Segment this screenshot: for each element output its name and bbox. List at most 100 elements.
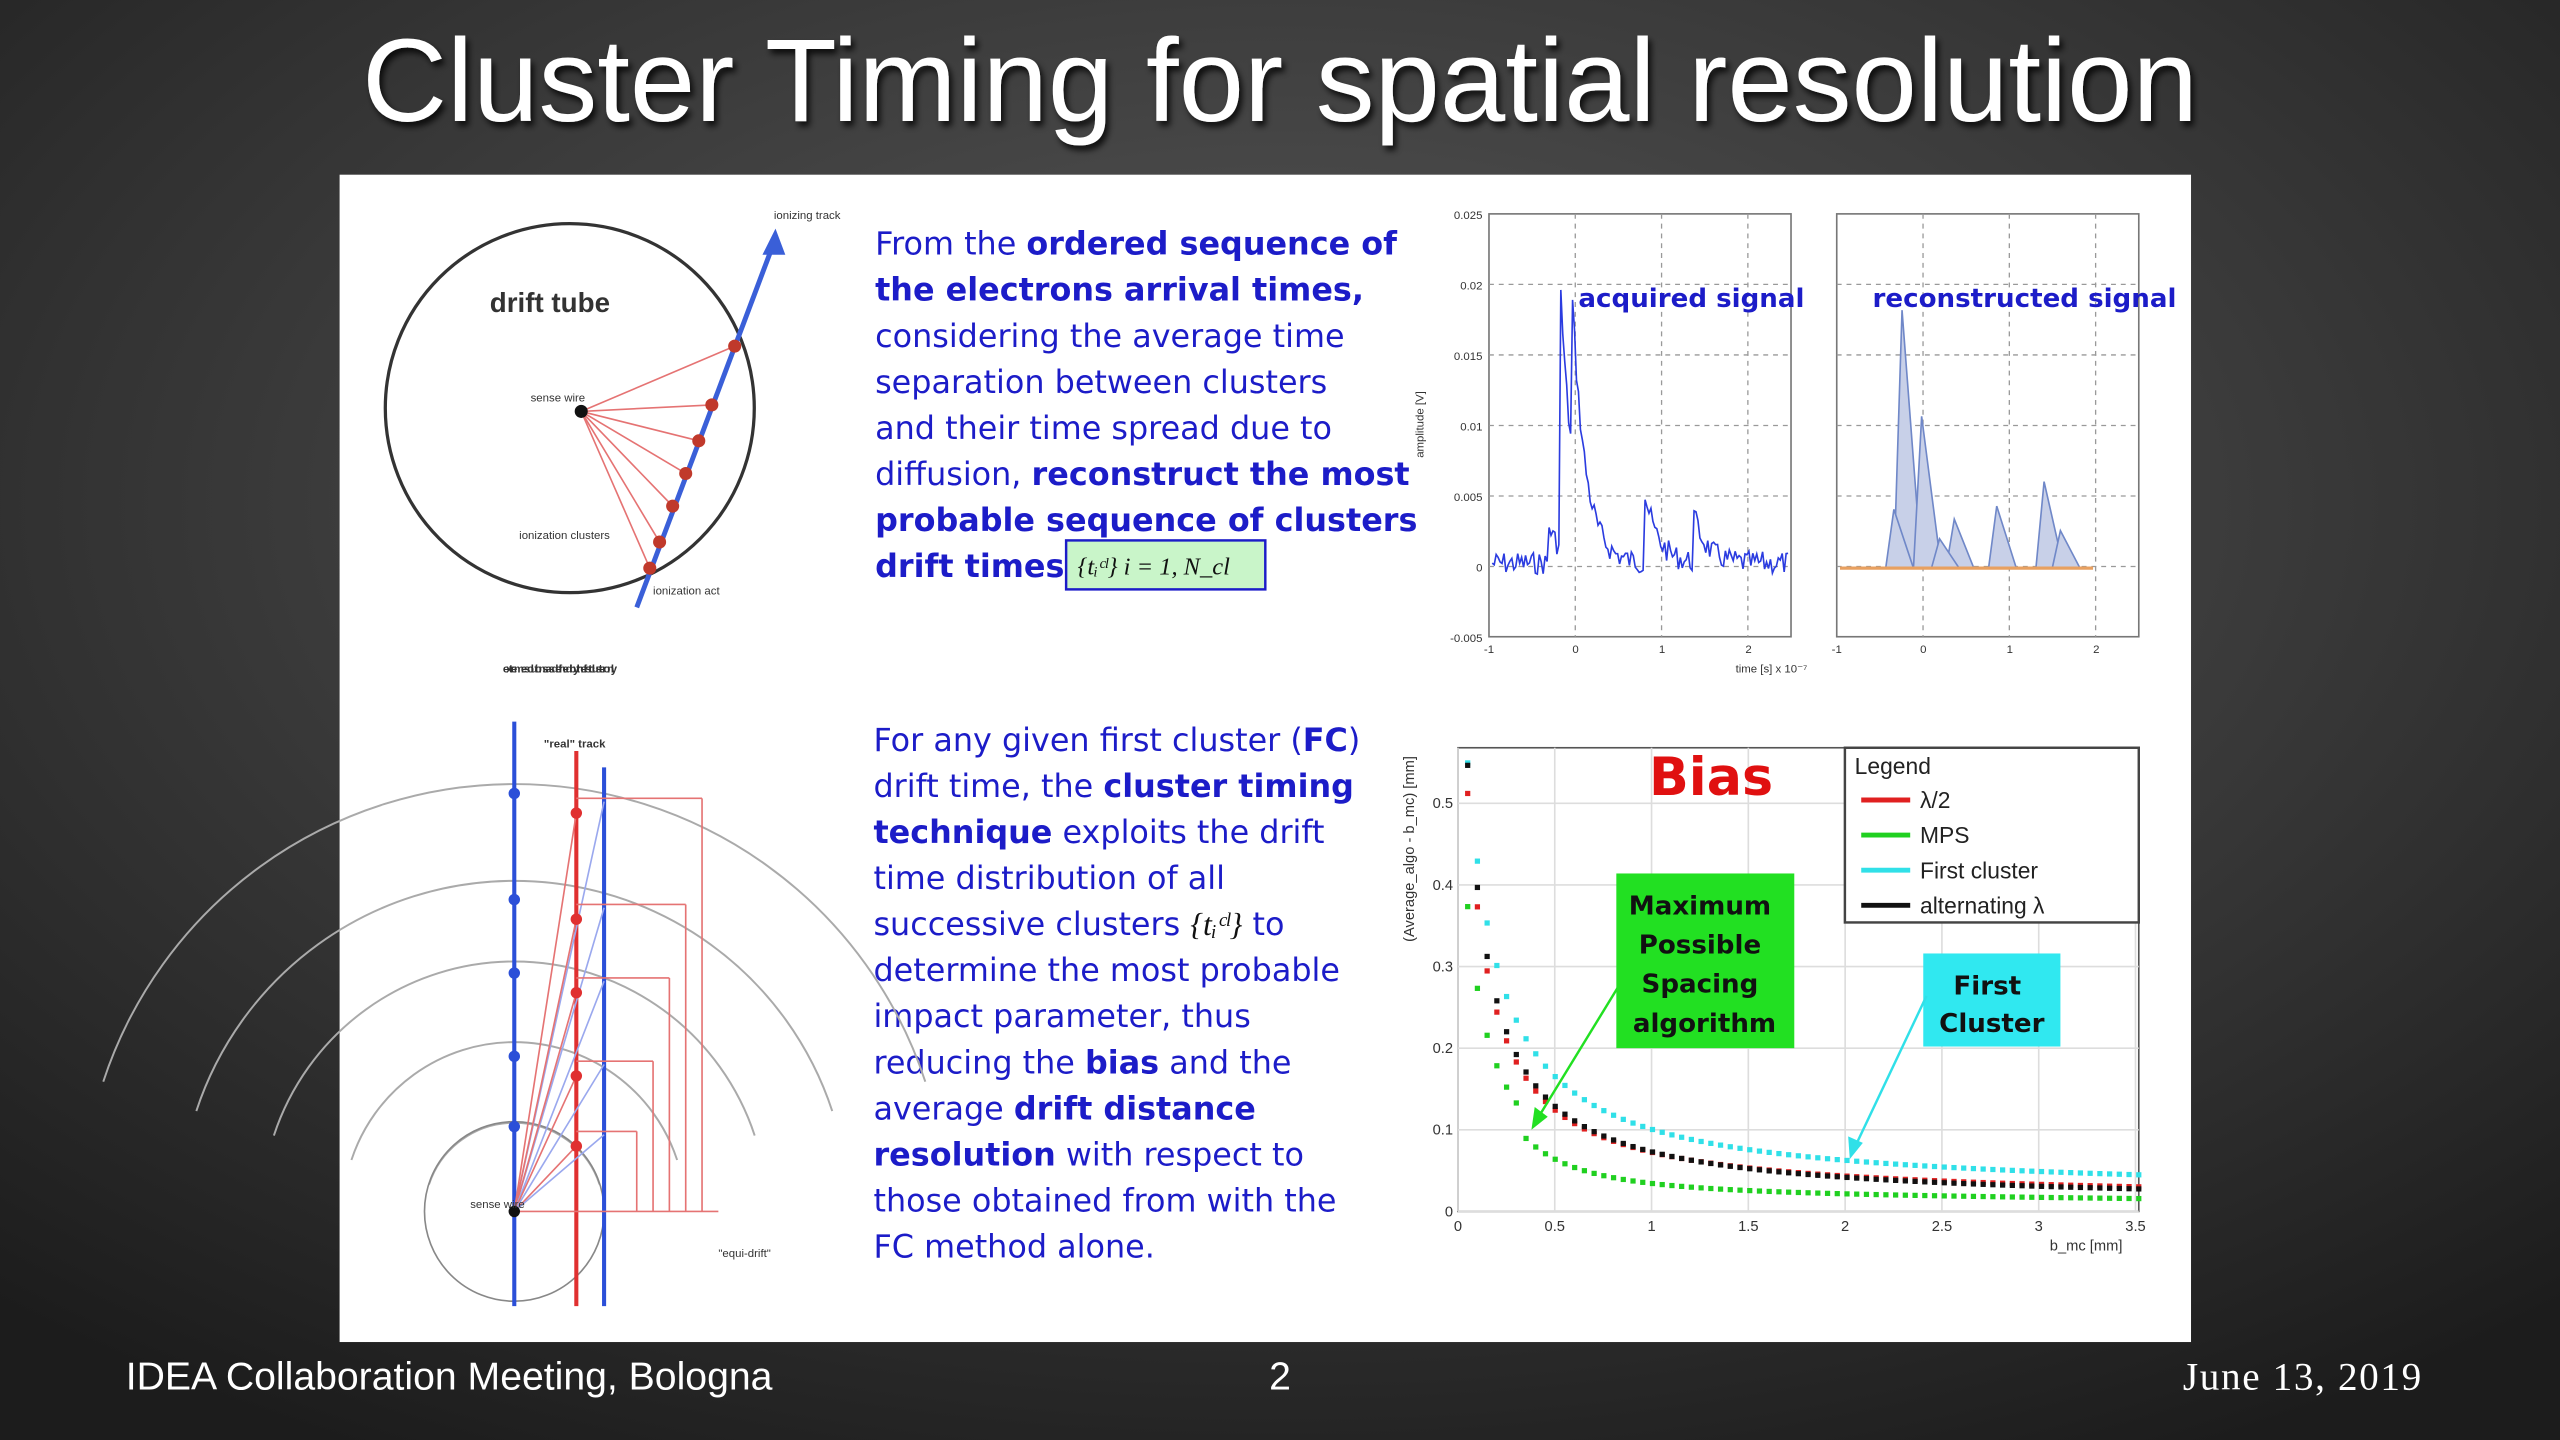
footer-right: June 13, 2019	[2183, 1355, 2423, 1398]
curve-point	[1533, 1088, 1539, 1094]
annotation-line: Maximum	[1629, 891, 1780, 921]
cluster	[728, 339, 742, 353]
curve-point	[1494, 962, 1500, 969]
curve-point	[1503, 1029, 1510, 1035]
line	[513, 1145, 577, 1212]
curve-point	[1756, 1167, 1763, 1173]
text-span: For any given first cluster (	[873, 721, 1302, 759]
paragraph-line: considering the average time	[875, 317, 1344, 355]
curve-point	[1581, 1124, 1588, 1130]
curve-point	[1465, 762, 1471, 768]
paragraph-line: successive clusters {tᵢᶜˡ} to	[873, 905, 1284, 943]
y-tick-label: 0.3	[1433, 959, 1453, 975]
curve-point	[1494, 1009, 1500, 1015]
curve-point	[1552, 1073, 1558, 1080]
curve-point	[1747, 1147, 1753, 1153]
curve-point	[2058, 1184, 2064, 1190]
curve-point	[1883, 1192, 1889, 1198]
curve-point	[2126, 1186, 2132, 1192]
curve-point	[1688, 1184, 1694, 1190]
line	[1851, 995, 1928, 1152]
y-tick-label: 0.1	[1433, 1123, 1453, 1139]
curve-point	[1970, 1181, 1977, 1187]
curve-point	[1640, 1179, 1646, 1185]
text-span: exploits the drift	[1052, 813, 1324, 851]
line	[513, 1075, 578, 1212]
line	[580, 410, 687, 475]
y-tick-label: 0.5	[1433, 796, 1453, 812]
curve-point	[1883, 1160, 1889, 1167]
label: ionization act	[653, 585, 720, 597]
curve-point	[1562, 1114, 1568, 1121]
curve-point	[1669, 1182, 1675, 1189]
x-tick-label: -1	[1484, 644, 1494, 656]
text-span: average	[873, 1089, 1013, 1127]
y-tick-label: 0.005	[1454, 492, 1483, 504]
paragraph-line: diffusion, reconstruct the most	[875, 455, 1410, 493]
text-span: with respect to	[1056, 1135, 1304, 1173]
curve-point	[2029, 1194, 2035, 1200]
curve-point	[1669, 1153, 1675, 1160]
curve-point	[1610, 1175, 1617, 1181]
curve-point	[1591, 1129, 1597, 1135]
curve-point	[2097, 1171, 2103, 1177]
slide-title: Cluster Timing for spatial resolution	[362, 15, 2198, 146]
curve-point	[1766, 1149, 1772, 1155]
curve-point	[1873, 1160, 1879, 1166]
curve-point	[1620, 1140, 1626, 1147]
curve-point	[2048, 1184, 2054, 1190]
legend-label: alternating λ	[1920, 892, 2045, 918]
x-tick-label: 0	[1454, 1219, 1462, 1235]
paragraph-line: From the ordered sequence of	[875, 225, 1398, 263]
curve-point	[1630, 1120, 1636, 1126]
text-span: successive clusters	[873, 905, 1190, 943]
curve-point	[1601, 1173, 1607, 1179]
curve-point	[2058, 1169, 2064, 1175]
curve-point	[1698, 1185, 1704, 1191]
curve-point	[2019, 1183, 2025, 1189]
annotation-line: First	[1953, 971, 2030, 1001]
legend-label: λ/2	[1920, 787, 1950, 813]
cluster	[705, 398, 719, 412]
point	[570, 1070, 583, 1082]
curve-point	[1523, 1069, 1529, 1075]
cluster	[679, 466, 693, 480]
cluster	[666, 499, 680, 513]
curve-point	[1834, 1156, 1840, 1163]
curve-point	[1591, 1102, 1597, 1109]
curve-point	[1766, 1168, 1772, 1174]
curve-point	[1863, 1159, 1870, 1165]
text-span: considering the average time	[875, 317, 1344, 355]
paragraph-line: FC method alone.	[873, 1227, 1154, 1265]
paragraph-line: drift times:	[875, 547, 1077, 585]
curve-point	[1747, 1166, 1753, 1172]
curve-point	[1465, 904, 1471, 910]
x-tick-label: -1	[1832, 644, 1842, 656]
curve-point	[1844, 1157, 1850, 1164]
footer-page: 2	[1269, 1355, 1291, 1398]
legend-label: First cluster	[1920, 857, 2038, 883]
curve-point	[1737, 1145, 1743, 1151]
paragraph-line: those obtained from with the	[873, 1181, 1336, 1219]
curve-point	[1990, 1194, 1996, 1200]
paragraph-line: time distribution of all	[873, 859, 1225, 897]
curve-point	[1542, 1098, 1549, 1105]
label: "real" track	[544, 739, 606, 751]
y-tick-label: 0.02	[1460, 280, 1482, 292]
curve-point	[1824, 1173, 1831, 1179]
curve-point	[1640, 1146, 1646, 1153]
curve-point	[1941, 1180, 1947, 1186]
curve-point	[1922, 1179, 1928, 1185]
line	[513, 812, 578, 1212]
x-tick-label: 3.5	[2125, 1219, 2145, 1235]
point	[570, 1140, 583, 1152]
curve-point	[1659, 1151, 1665, 1157]
curve-point	[2029, 1168, 2035, 1174]
line	[581, 404, 712, 413]
curve-point	[1922, 1163, 1928, 1169]
curve-point	[2009, 1182, 2015, 1189]
sense-wire	[508, 1205, 520, 1218]
